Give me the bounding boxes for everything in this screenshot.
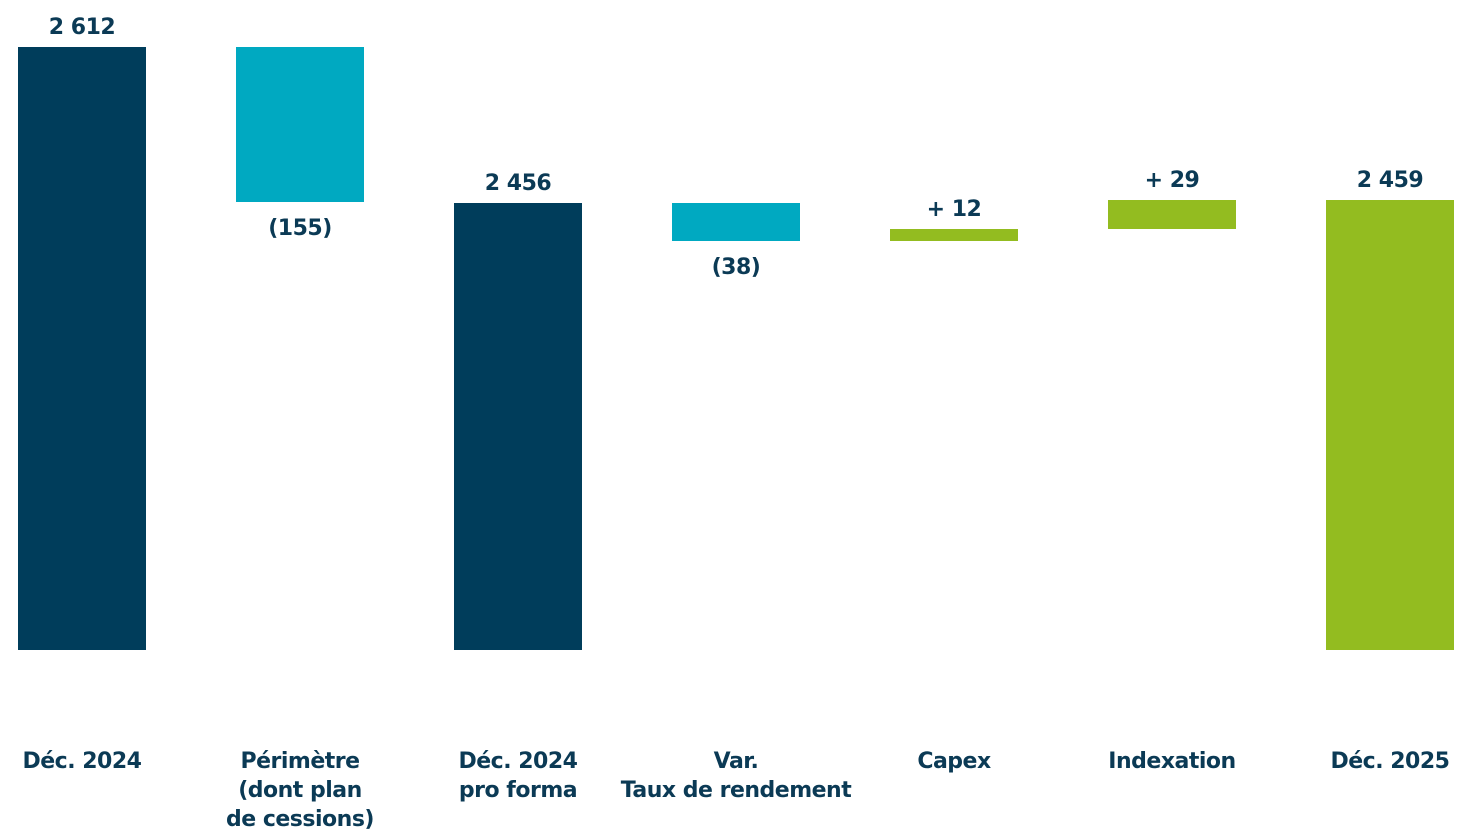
x-tick-label-line: Déc. 2025 (1331, 749, 1450, 774)
x-tick-label-line: Déc. 2024 (23, 749, 142, 774)
bar (890, 229, 1018, 241)
value-label: 2 612 (49, 15, 115, 40)
value-label: + 12 (927, 197, 982, 222)
x-tick-label: Déc. 2025 (1331, 749, 1450, 774)
value-label: 2 459 (1357, 168, 1423, 193)
x-tick-label-line: Capex (917, 749, 991, 774)
x-tick-label-line: de cessions) (226, 807, 374, 830)
x-tick-label: Capex (917, 749, 991, 774)
value-label: (155) (268, 216, 332, 241)
x-tick-label: Var. Taux de rendement (621, 749, 852, 803)
bar (236, 47, 364, 202)
x-tick-label-line: Périmètre (240, 749, 359, 774)
x-tick-label: Indexation (1108, 749, 1235, 774)
x-tick-label-line: Indexation (1108, 749, 1235, 774)
x-tick-label-line: pro forma (459, 778, 577, 803)
x-tick-label-line: Taux de rendement (621, 778, 852, 803)
value-label: + 29 (1145, 168, 1200, 193)
bar (672, 203, 800, 241)
value-label: 2 456 (485, 171, 552, 196)
bar (454, 203, 582, 650)
value-label: (38) (712, 255, 761, 280)
bar (1108, 200, 1236, 229)
x-tick-label-line: Var. (714, 749, 759, 774)
x-tick-label-line: Déc. 2024 (459, 749, 578, 774)
x-tick-label-line: (dont plan (238, 778, 362, 803)
x-tick-label: Périmètre (dont plan de cessions) (226, 749, 374, 830)
x-tick-label: Déc. 2024 pro forma (459, 749, 578, 803)
x-tick-label: Déc. 2024 (23, 749, 142, 774)
bar (18, 47, 146, 650)
bar (1326, 200, 1454, 650)
